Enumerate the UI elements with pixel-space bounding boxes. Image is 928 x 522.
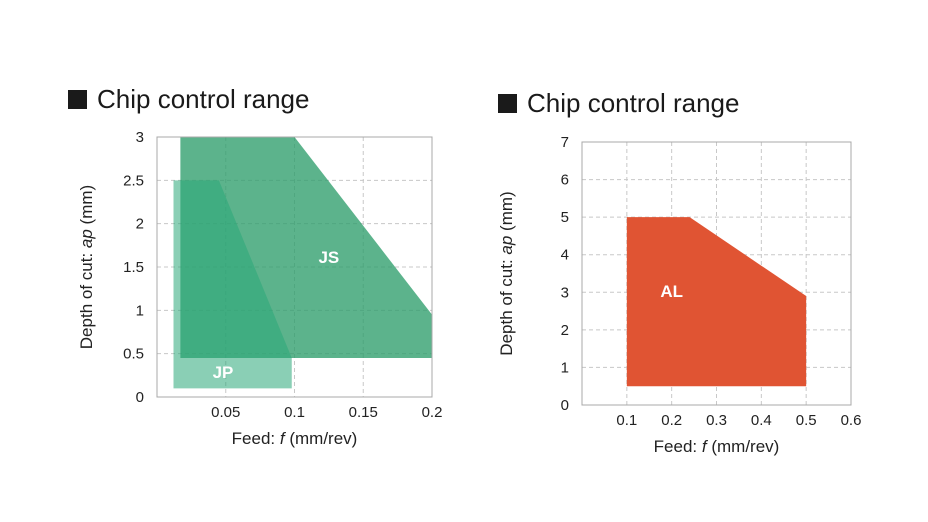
y-tick-label: 0.5 [123, 346, 144, 363]
y-axis-label: Depth of cut: ap (mm) [77, 185, 96, 349]
y-tick-label: 4 [561, 247, 569, 264]
x-tick-label: 0.2 [422, 404, 443, 421]
x-tick-label: 0.3 [706, 412, 727, 429]
y-tick-label: 3 [561, 284, 569, 301]
region-label-js: JS [318, 248, 339, 267]
x-tick-label: 0.05 [211, 404, 240, 421]
y-tick-label: 2.5 [123, 172, 144, 189]
x-tick-label: 0.15 [349, 404, 378, 421]
y-tick-label: 1 [561, 359, 569, 376]
y-tick-label: 5 [561, 209, 569, 226]
chart-left-svg: JS JP 0 0.5 1 1.5 2 2.5 3 0.05 0.1 0.15 0.2 Feed: f (… [77, 129, 443, 448]
x-tick-label: 0.5 [796, 412, 817, 429]
y-tick-label: 0 [561, 397, 569, 414]
chart-title-text: Chip control range [527, 88, 740, 118]
x-axis-label: Feed: f (mm/rev) [654, 437, 780, 456]
chart-title-left: Chip control range [68, 84, 309, 115]
y-tick-label: 7 [561, 134, 569, 151]
title-square-icon [498, 94, 517, 113]
region-jp [173, 180, 292, 389]
y-tick-label: 2 [561, 322, 569, 339]
y-tick-label: 1.5 [123, 259, 144, 276]
y-tick-label: 1 [136, 302, 144, 319]
x-axis-label: Feed: f (mm/rev) [232, 429, 358, 448]
x-tick-label: 0.6 [841, 412, 862, 429]
y-tick-label: 0 [136, 389, 144, 406]
x-tick-label: 0.1 [616, 412, 637, 429]
y-tick-label: 3 [136, 129, 144, 146]
plot-frame [581, 141, 852, 406]
region-al [626, 217, 807, 387]
x-tick-label: 0.4 [751, 412, 772, 429]
region-label-jp: JP [213, 363, 234, 382]
chart-panel-left: Chip control range JS JP 0 0.5 1 1.5 2 2.5 3 0.05… [68, 84, 443, 448]
x-tick-label: 0.2 [661, 412, 682, 429]
y-tick-label: 2 [136, 216, 144, 233]
chart-title-text: Chip control range [97, 84, 310, 114]
chart-panel-right: Chip control range AL 0 1 2 3 4 5 6 7 0.1 0.2 0.3 0.… [470, 0, 928, 522]
y-tick-label: 6 [561, 172, 569, 189]
region-label-al: AL [660, 282, 683, 301]
plot-frame [156, 136, 433, 398]
x-tick-label: 0.1 [284, 404, 305, 421]
title-square-icon [68, 90, 87, 109]
chart-title-right: Chip control range [498, 88, 739, 119]
chart-right-svg: AL 0 1 2 3 4 5 6 7 0.1 0.2 0.3 0.4 0.5 0.6 Feed: f (mm/… [497, 134, 862, 456]
y-axis-label: Depth of cut: ap (mm) [497, 191, 516, 355]
